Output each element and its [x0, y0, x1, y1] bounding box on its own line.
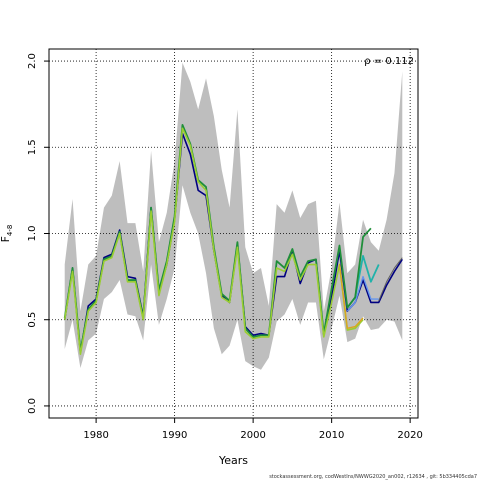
x-tick-label: 2000	[240, 430, 265, 441]
confidence-band-layer	[64, 62, 403, 370]
confidence-band	[64, 62, 403, 370]
footnote: stockassessment.org, codWestIns/NWWG2020…	[269, 474, 477, 480]
y-tick-label: 0.5	[27, 312, 38, 328]
y-tick-label: 0.0	[27, 398, 38, 414]
y-tick-label: 2.0	[27, 53, 38, 69]
x-tick-label: 2020	[397, 430, 422, 441]
y-axis-title: F4-8	[0, 225, 14, 243]
y-axis: 0.0 0.5 1.0 1.5 2.0	[27, 53, 49, 414]
series-line	[346, 275, 379, 312]
rho-annotation: ρ = 0.112	[364, 56, 414, 67]
series-line	[338, 264, 364, 330]
y-tick-label: 1.5	[27, 139, 38, 155]
series-line	[63, 127, 364, 356]
y-axis-title-subscript: 4-8	[6, 225, 14, 236]
x-tick-label: 2010	[319, 430, 344, 441]
series-line	[378, 257, 403, 301]
series-layer	[63, 123, 403, 356]
x-axis: 1980 1990 2000 2010 2020	[83, 418, 423, 441]
x-tick-label: 1990	[162, 430, 187, 441]
x-tick-label: 1980	[83, 430, 108, 441]
x-axis-title: Years	[218, 454, 248, 467]
y-axis-title-main: F	[0, 236, 12, 242]
y-tick-label: 1.0	[27, 226, 38, 242]
